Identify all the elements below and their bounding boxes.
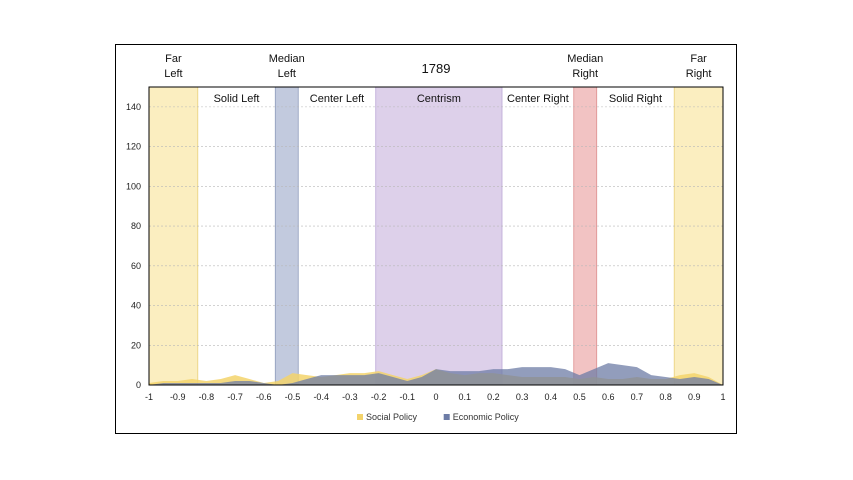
band-label-4-0: Centrism (417, 93, 461, 105)
legend-label-1: Economic Policy (453, 412, 520, 422)
x-tick-label-4: -0.6 (256, 392, 272, 402)
band-label-0-0: Far (165, 53, 182, 65)
band-label-5-0: Center Right (507, 93, 569, 105)
band-label-0-1: Left (164, 68, 182, 80)
band-label-3-0: Center Left (310, 93, 364, 105)
band-label-8-1: Right (686, 68, 712, 80)
chart-title: 1789 (422, 61, 451, 76)
x-tick-label-5: -0.5 (285, 392, 301, 402)
y-tick-label-0: 0 (136, 380, 141, 390)
y-tick-label-4: 80 (131, 221, 141, 231)
x-tick-label-10: 0 (433, 392, 438, 402)
x-tick-label-3: -0.7 (227, 392, 243, 402)
y-tick-label-6: 120 (126, 142, 141, 152)
band-label-7-0: Solid Right (609, 93, 662, 105)
band-2 (274, 86, 299, 386)
x-tick-label-1: -0.9 (170, 392, 186, 402)
band-label-6-1: Right (572, 68, 598, 80)
x-tick-label-15: 0.5 (573, 392, 586, 402)
x-tick-label-0: -1 (145, 392, 153, 402)
band-label-8-0: Far (690, 53, 707, 65)
band-6 (573, 86, 598, 386)
band-label-6-0: Median (567, 53, 603, 65)
x-tick-label-14: 0.4 (545, 392, 558, 402)
x-tick-label-11: 0.1 (458, 392, 471, 402)
legend-swatch-0 (357, 414, 363, 420)
x-tick-label-2: -0.8 (199, 392, 215, 402)
band-label-2-0: Median (269, 53, 305, 65)
x-tick-label-8: -0.2 (371, 392, 387, 402)
band-0 (148, 86, 199, 386)
legend-swatch-1 (443, 414, 450, 420)
series-area-1 (149, 363, 723, 385)
band-label-2-1: Left (278, 68, 296, 80)
x-tick-label-20: 1 (720, 392, 725, 402)
x-tick-label-13: 0.3 (516, 392, 529, 402)
x-tick-label-19: 0.9 (688, 392, 701, 402)
band-label-1-0: Solid Left (214, 93, 260, 105)
area-chart: 0 20 40 60 80 100 120 140 -1 -0.9 -0.8 -0.7 -0.6 -0.5… (126, 53, 726, 422)
x-tick-label-16: 0.6 (602, 392, 615, 402)
x-tick-label-18: 0.8 (659, 392, 672, 402)
chart-frame: 0 20 40 60 80 100 120 140 -1 -0.9 -0.8 -0.7 -0.6 -0.5… (115, 44, 737, 434)
y-tick-label-5: 100 (126, 181, 141, 191)
x-tick-label-12: 0.2 (487, 392, 500, 402)
y-tick-label-7: 140 (126, 102, 141, 112)
y-tick-label-1: 20 (131, 340, 141, 350)
x-tick-label-6: -0.4 (313, 392, 329, 402)
y-tick-label-3: 60 (131, 261, 141, 271)
legend-label-0: Social Policy (366, 412, 418, 422)
x-tick-label-17: 0.7 (631, 392, 644, 402)
band-4 (375, 86, 503, 386)
x-tick-label-9: -0.1 (400, 392, 416, 402)
plot-border (148, 86, 724, 386)
x-tick-label-7: -0.3 (342, 392, 358, 402)
band-8 (673, 86, 724, 386)
y-tick-label-2: 40 (131, 301, 141, 311)
